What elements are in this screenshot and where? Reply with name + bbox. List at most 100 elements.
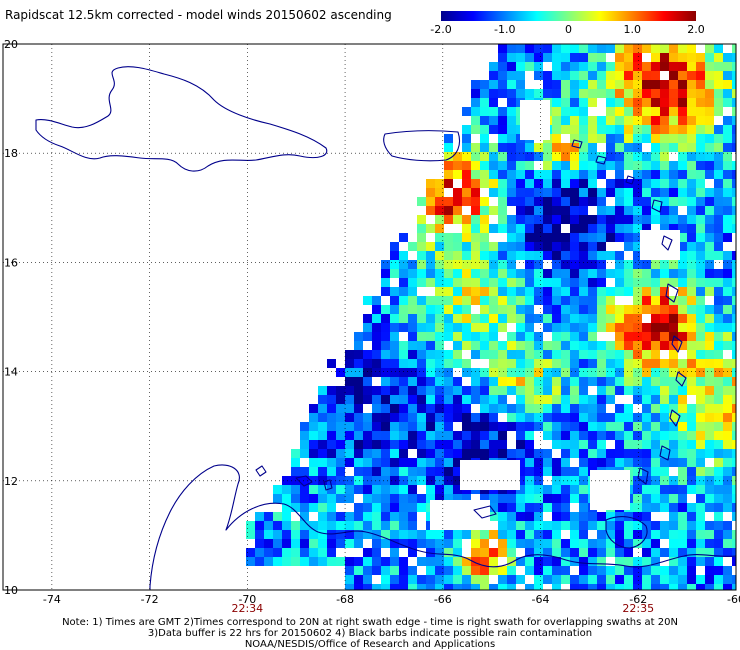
wind-difference-cell — [570, 251, 579, 260]
wind-difference-cell — [588, 395, 597, 404]
wind-difference-cell — [399, 404, 408, 413]
wind-difference-cell — [579, 44, 588, 53]
wind-difference-cell — [624, 386, 633, 395]
wind-difference-cell — [552, 152, 561, 161]
wind-difference-cell — [444, 413, 453, 422]
wind-difference-cell — [507, 134, 516, 143]
wind-difference-cell — [498, 242, 507, 251]
wind-difference-cell — [624, 107, 633, 116]
wind-difference-cell — [597, 206, 606, 215]
wind-difference-cell — [615, 170, 624, 179]
wind-difference-cell — [516, 215, 525, 224]
wind-difference-cell — [687, 215, 696, 224]
wind-difference-cell — [435, 548, 444, 557]
wind-difference-cell — [471, 566, 480, 575]
wind-difference-cell — [507, 278, 516, 287]
wind-difference-cell — [345, 512, 354, 521]
wind-difference-cell — [525, 404, 534, 413]
wind-difference-cell — [435, 179, 444, 188]
wind-difference-cell — [678, 368, 687, 377]
wind-difference-cell — [417, 503, 426, 512]
wind-difference-cell — [687, 584, 696, 590]
wind-difference-cell — [525, 521, 534, 530]
wind-difference-cell — [552, 575, 561, 584]
wind-difference-cell — [588, 422, 597, 431]
wind-difference-cell — [399, 521, 408, 530]
wind-difference-cell — [714, 584, 723, 590]
wind-difference-cell — [489, 332, 498, 341]
wind-difference-cell — [633, 44, 642, 53]
wind-difference-cell — [579, 440, 588, 449]
wind-difference-cell — [624, 224, 633, 233]
wind-difference-cell — [606, 233, 615, 242]
wind-difference-cell — [426, 368, 435, 377]
wind-difference-cell — [525, 260, 534, 269]
wind-difference-cell — [624, 422, 633, 431]
wind-difference-cell — [714, 305, 723, 314]
wind-difference-cell — [444, 260, 453, 269]
wind-difference-cell — [525, 350, 534, 359]
wind-difference-cell — [534, 485, 543, 494]
wind-difference-cell — [615, 422, 624, 431]
wind-difference-cell — [372, 350, 381, 359]
wind-difference-cell — [660, 503, 669, 512]
wind-difference-cell — [732, 251, 736, 260]
wind-difference-cell — [516, 161, 525, 170]
wind-difference-cell — [408, 440, 417, 449]
latitude-tick-label: 10 — [4, 584, 18, 597]
wind-difference-cell — [570, 269, 579, 278]
wind-difference-cell — [633, 476, 642, 485]
wind-difference-cell — [516, 449, 525, 458]
wind-difference-cell — [714, 287, 723, 296]
wind-difference-cell — [570, 386, 579, 395]
wind-difference-cell — [327, 440, 336, 449]
wind-difference-cell — [381, 566, 390, 575]
wind-difference-cell — [453, 269, 462, 278]
wind-difference-cell — [723, 53, 732, 62]
wind-difference-cell — [552, 539, 561, 548]
wind-difference-cell — [444, 197, 453, 206]
wind-difference-cell — [534, 494, 543, 503]
wind-difference-cell — [516, 242, 525, 251]
wind-difference-cell — [597, 161, 606, 170]
wind-difference-cell — [363, 467, 372, 476]
wind-difference-cell — [318, 413, 327, 422]
wind-difference-cell — [561, 386, 570, 395]
wind-difference-cell — [579, 287, 588, 296]
wind-difference-cell — [534, 179, 543, 188]
wind-difference-cell — [714, 332, 723, 341]
wind-difference-cell — [489, 125, 498, 134]
colorbar-label: 2.0 — [687, 23, 705, 36]
wind-difference-cell — [714, 143, 723, 152]
wind-difference-cell — [444, 332, 453, 341]
wind-difference-cell — [453, 539, 462, 548]
wind-difference-cell — [534, 260, 543, 269]
wind-difference-cell — [489, 377, 498, 386]
wind-difference-cell — [507, 260, 516, 269]
wind-difference-cell — [723, 521, 732, 530]
wind-difference-cell — [705, 242, 714, 251]
wind-difference-cell — [723, 80, 732, 89]
wind-difference-cell — [318, 458, 327, 467]
wind-difference-cell — [705, 485, 714, 494]
wind-difference-cell — [525, 224, 534, 233]
wind-difference-cell — [462, 413, 471, 422]
swath-time: 22:34 — [231, 602, 263, 615]
wind-difference-cell — [669, 53, 678, 62]
longitude-tick-label: -70 — [238, 593, 256, 606]
wind-difference-cell — [516, 314, 525, 323]
wind-difference-cell — [714, 233, 723, 242]
wind-difference-cell — [516, 359, 525, 368]
wind-difference-cell — [696, 377, 705, 386]
swath-time: 22:35 — [622, 602, 654, 615]
wind-difference-cell — [597, 287, 606, 296]
wind-difference-cell — [696, 332, 705, 341]
wind-difference-cell — [561, 71, 570, 80]
wind-difference-cell — [372, 404, 381, 413]
wind-difference-cell — [696, 368, 705, 377]
wind-difference-cell — [372, 305, 381, 314]
wind-difference-cell — [597, 404, 606, 413]
wind-difference-cell — [507, 287, 516, 296]
wind-difference-cell — [417, 530, 426, 539]
wind-difference-cell — [480, 224, 489, 233]
